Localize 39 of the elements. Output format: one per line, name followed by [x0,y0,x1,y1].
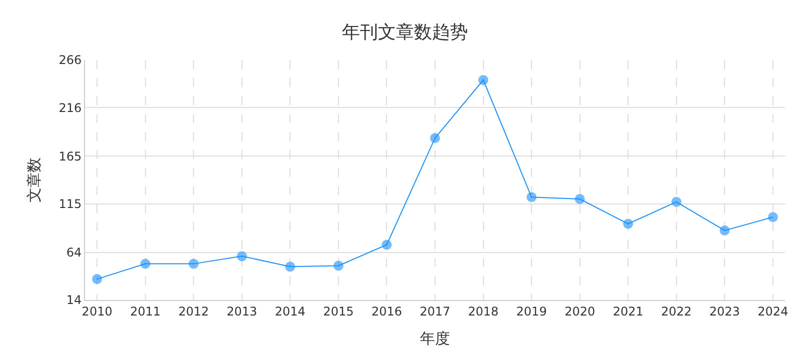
y-tick-label: 216 [58,100,82,115]
y-tick-label: 266 [58,53,82,68]
point [430,133,440,144]
point [768,212,778,222]
y-axis-title: 文章数 [24,158,43,202]
y-tick-label: 64 [66,246,82,260]
point [333,260,344,271]
y-tick-label: 115 [58,197,82,212]
x-tick-label: 2021 [612,304,644,318]
x-tick-label: 2013 [226,304,258,318]
x-axis-title: 年度 [420,329,450,348]
x-tick-label: 2018 [468,304,499,318]
point [720,225,730,236]
point [92,274,102,284]
point [623,218,634,229]
x-tick-label: 2024 [758,304,788,318]
point [671,196,682,207]
x-tick-label: 2010 [82,304,112,318]
point [478,75,488,85]
point [382,240,392,250]
point [574,194,585,204]
x-tick-label: 2015 [323,304,354,318]
x-tick-label: 2011 [130,304,161,318]
x-tick-label: 2014 [274,304,306,318]
x-tick-label: 2020 [564,304,596,318]
point [188,258,199,269]
x-tick-label: 2023 [709,304,740,318]
y-tick-label: 14 [66,293,82,308]
y-tick-label: 165 [58,149,82,164]
x-tick-label: 2012 [178,304,209,318]
point [140,258,150,269]
chart-title: 年刊文章数趋势 [342,22,468,43]
x-tick-label: 2022 [661,304,692,318]
x-tick-label: 2017 [420,304,450,318]
point [285,262,296,272]
point [236,251,247,262]
point [526,192,537,202]
x-tick-label: 2016 [371,304,402,318]
x-tick-label: 2019 [516,304,547,318]
